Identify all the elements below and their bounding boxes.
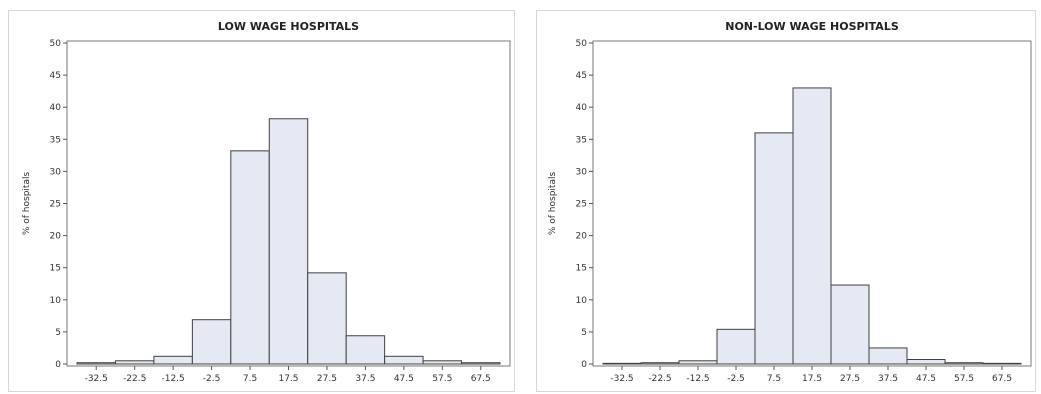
- x-tick-label: -2.5: [727, 374, 745, 384]
- y-tick-label: 30: [576, 167, 588, 177]
- x-tick-label: 47.5: [394, 374, 414, 384]
- x-tick-label: -22.5: [123, 374, 146, 384]
- x-tick-label: 67.5: [471, 374, 491, 384]
- x-tick-label: 47.5: [916, 374, 936, 384]
- histogram-bar: [268, 118, 309, 365]
- y-tick-label: 0: [55, 360, 61, 370]
- y-tick-label: 40: [50, 103, 62, 113]
- x-tick-label: -12.5: [686, 374, 709, 384]
- y-tick-label: 15: [576, 264, 587, 274]
- x-tick-label: 57.5: [954, 374, 974, 384]
- y-tick-label: 10: [50, 296, 62, 306]
- histogram-bar: [868, 347, 908, 365]
- x-tick-label: 37.5: [355, 374, 375, 384]
- x-tick-label: -32.5: [610, 374, 633, 384]
- chart-panel-non-low-wage: NON-LOW WAGE HOSPITALS 0 5 10 15 20 25 30 35 40 45…: [536, 10, 1036, 392]
- x-tick-label: 27.5: [840, 374, 860, 384]
- y-tick-label: 25: [576, 200, 587, 210]
- y-tick-label: 25: [50, 200, 61, 210]
- histogram-bar: [345, 335, 386, 365]
- x-tick-label: -22.5: [648, 374, 671, 384]
- histogram-bar: [754, 132, 794, 365]
- x-tick-label: 57.5: [432, 374, 452, 384]
- y-tick-label: 50: [50, 39, 62, 49]
- x-tick-label: 17.5: [278, 374, 298, 384]
- histogram-bar: [602, 362, 642, 365]
- y-axis-label: % of hospitals: [548, 172, 558, 236]
- histogram-bar: [76, 362, 116, 365]
- histogram-bar: [640, 362, 680, 365]
- chart-panel-low-wage: LOW WAGE HOSPITALS 0 5 10 15 20 25 30 35 40 45 50 % …: [8, 10, 515, 392]
- y-tick-label: 0: [581, 360, 587, 370]
- x-tick-label: -12.5: [161, 374, 184, 384]
- histogram-bar: [716, 328, 756, 365]
- y-tick-label: 50: [576, 39, 588, 49]
- histogram-bar: [307, 272, 347, 365]
- histogram-bar: [944, 362, 984, 365]
- histogram-bar: [792, 87, 832, 365]
- y-tick-label: 30: [50, 167, 62, 177]
- histogram-bar: [191, 319, 232, 365]
- histogram-bar: [230, 150, 270, 365]
- histogram-bar: [906, 359, 946, 365]
- x-tick-label: 27.5: [317, 374, 337, 384]
- y-tick-label: 35: [50, 135, 61, 145]
- y-tick-label: 35: [576, 135, 587, 145]
- y-tick-label: 20: [50, 232, 62, 242]
- x-tick-label: -32.5: [85, 374, 108, 384]
- y-tick-label: 5: [581, 328, 587, 338]
- histogram-non-low-wage: NON-LOW WAGE HOSPITALS 0 5 10 15 20 25 30 35 40 45…: [548, 20, 1032, 384]
- chart-title: NON-LOW WAGE HOSPITALS: [725, 20, 899, 33]
- x-tick-label: 7.5: [767, 374, 781, 384]
- y-tick-label: 20: [576, 232, 588, 242]
- histogram-bar: [114, 360, 155, 365]
- histogram-low-wage: LOW WAGE HOSPITALS 0 5 10 15 20 25 30 35 40 45 50 % …: [22, 20, 511, 384]
- histogram-bar: [461, 362, 501, 365]
- histogram-bar: [678, 360, 718, 365]
- histogram-bar: [153, 355, 193, 365]
- y-tick-label: 5: [55, 328, 61, 338]
- y-tick-label: 45: [576, 71, 587, 81]
- x-tick-label: -2.5: [203, 374, 221, 384]
- x-tick-label: 37.5: [878, 374, 898, 384]
- y-tick-label: 15: [50, 264, 61, 274]
- histogram-bar: [830, 284, 870, 365]
- histogram-bar: [982, 362, 1022, 365]
- y-tick-label: 40: [576, 103, 588, 113]
- y-tick-label: 10: [576, 296, 588, 306]
- x-tick-label: 17.5: [802, 374, 822, 384]
- x-tick-label: 7.5: [243, 374, 257, 384]
- y-axis-label: % of hospitals: [22, 172, 32, 236]
- histogram-bar: [422, 360, 463, 365]
- x-tick-label: 67.5: [992, 374, 1012, 384]
- chart-title: LOW WAGE HOSPITALS: [218, 20, 359, 33]
- y-tick-label: 45: [50, 71, 61, 81]
- histogram-bar: [384, 355, 424, 365]
